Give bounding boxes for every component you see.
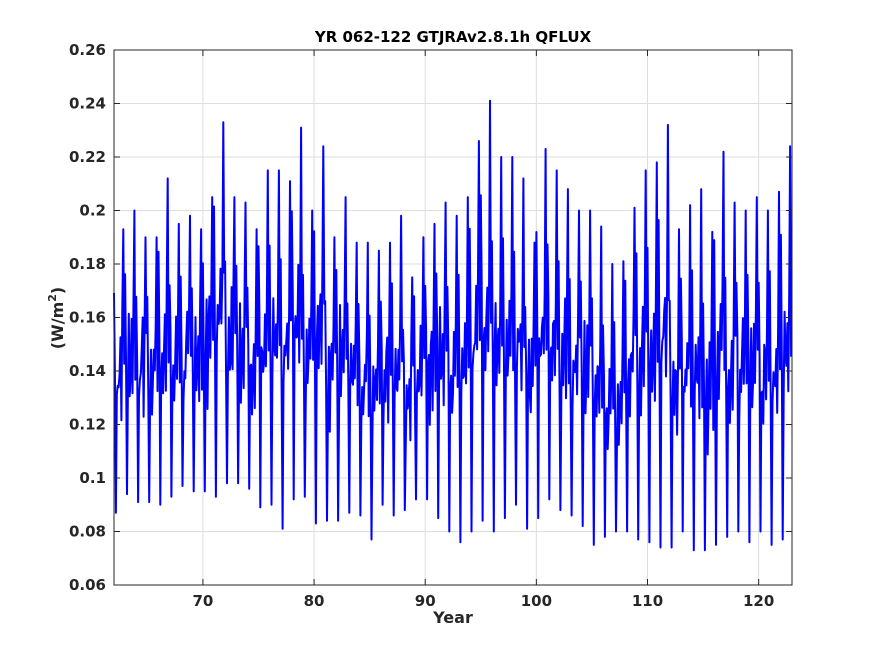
y-tick-label: 0.26 [69,41,106,59]
x-tick-labels: 70 80 90 100 110 120 [192,592,774,610]
y-tick-labels: 0.06 0.08 0.1 0.12 0.14 0.16 0.18 0.2 0.22 0.24 0.… [69,41,106,594]
x-tick-label: 110 [632,592,663,610]
y-tick-label: 0.06 [69,576,106,594]
chart-title: YR 062-122 GTJRAv2.8.1h QFLUX [314,28,592,46]
y-axis-label-main: (W/m [48,302,67,349]
series-line [113,99,793,552]
y-axis-label: (W/m2) [46,287,67,349]
y-axis-label-close: ) [48,287,67,294]
y-tick-label: 0.18 [69,255,106,273]
y-tick-label: 0.2 [79,202,106,220]
y-tick-label: 0.24 [69,95,106,113]
x-tick-label: 70 [192,592,213,610]
x-tick-label: 90 [415,592,436,610]
x-axis-label: Year [432,608,473,627]
x-tick-label: 80 [304,592,325,610]
y-tick-label: 0.1 [79,469,106,487]
y-tick-label: 0.12 [69,416,106,434]
x-tick-label: 100 [521,592,552,610]
y-tick-label: 0.14 [69,362,106,380]
y-tick-label: 0.22 [69,148,106,166]
ticks [114,49,792,586]
y-tick-label: 0.16 [69,309,106,327]
y-axis-label-sup: 2 [46,294,59,302]
x-tick-label: 120 [743,592,774,610]
y-tick-label: 0.08 [69,523,106,541]
